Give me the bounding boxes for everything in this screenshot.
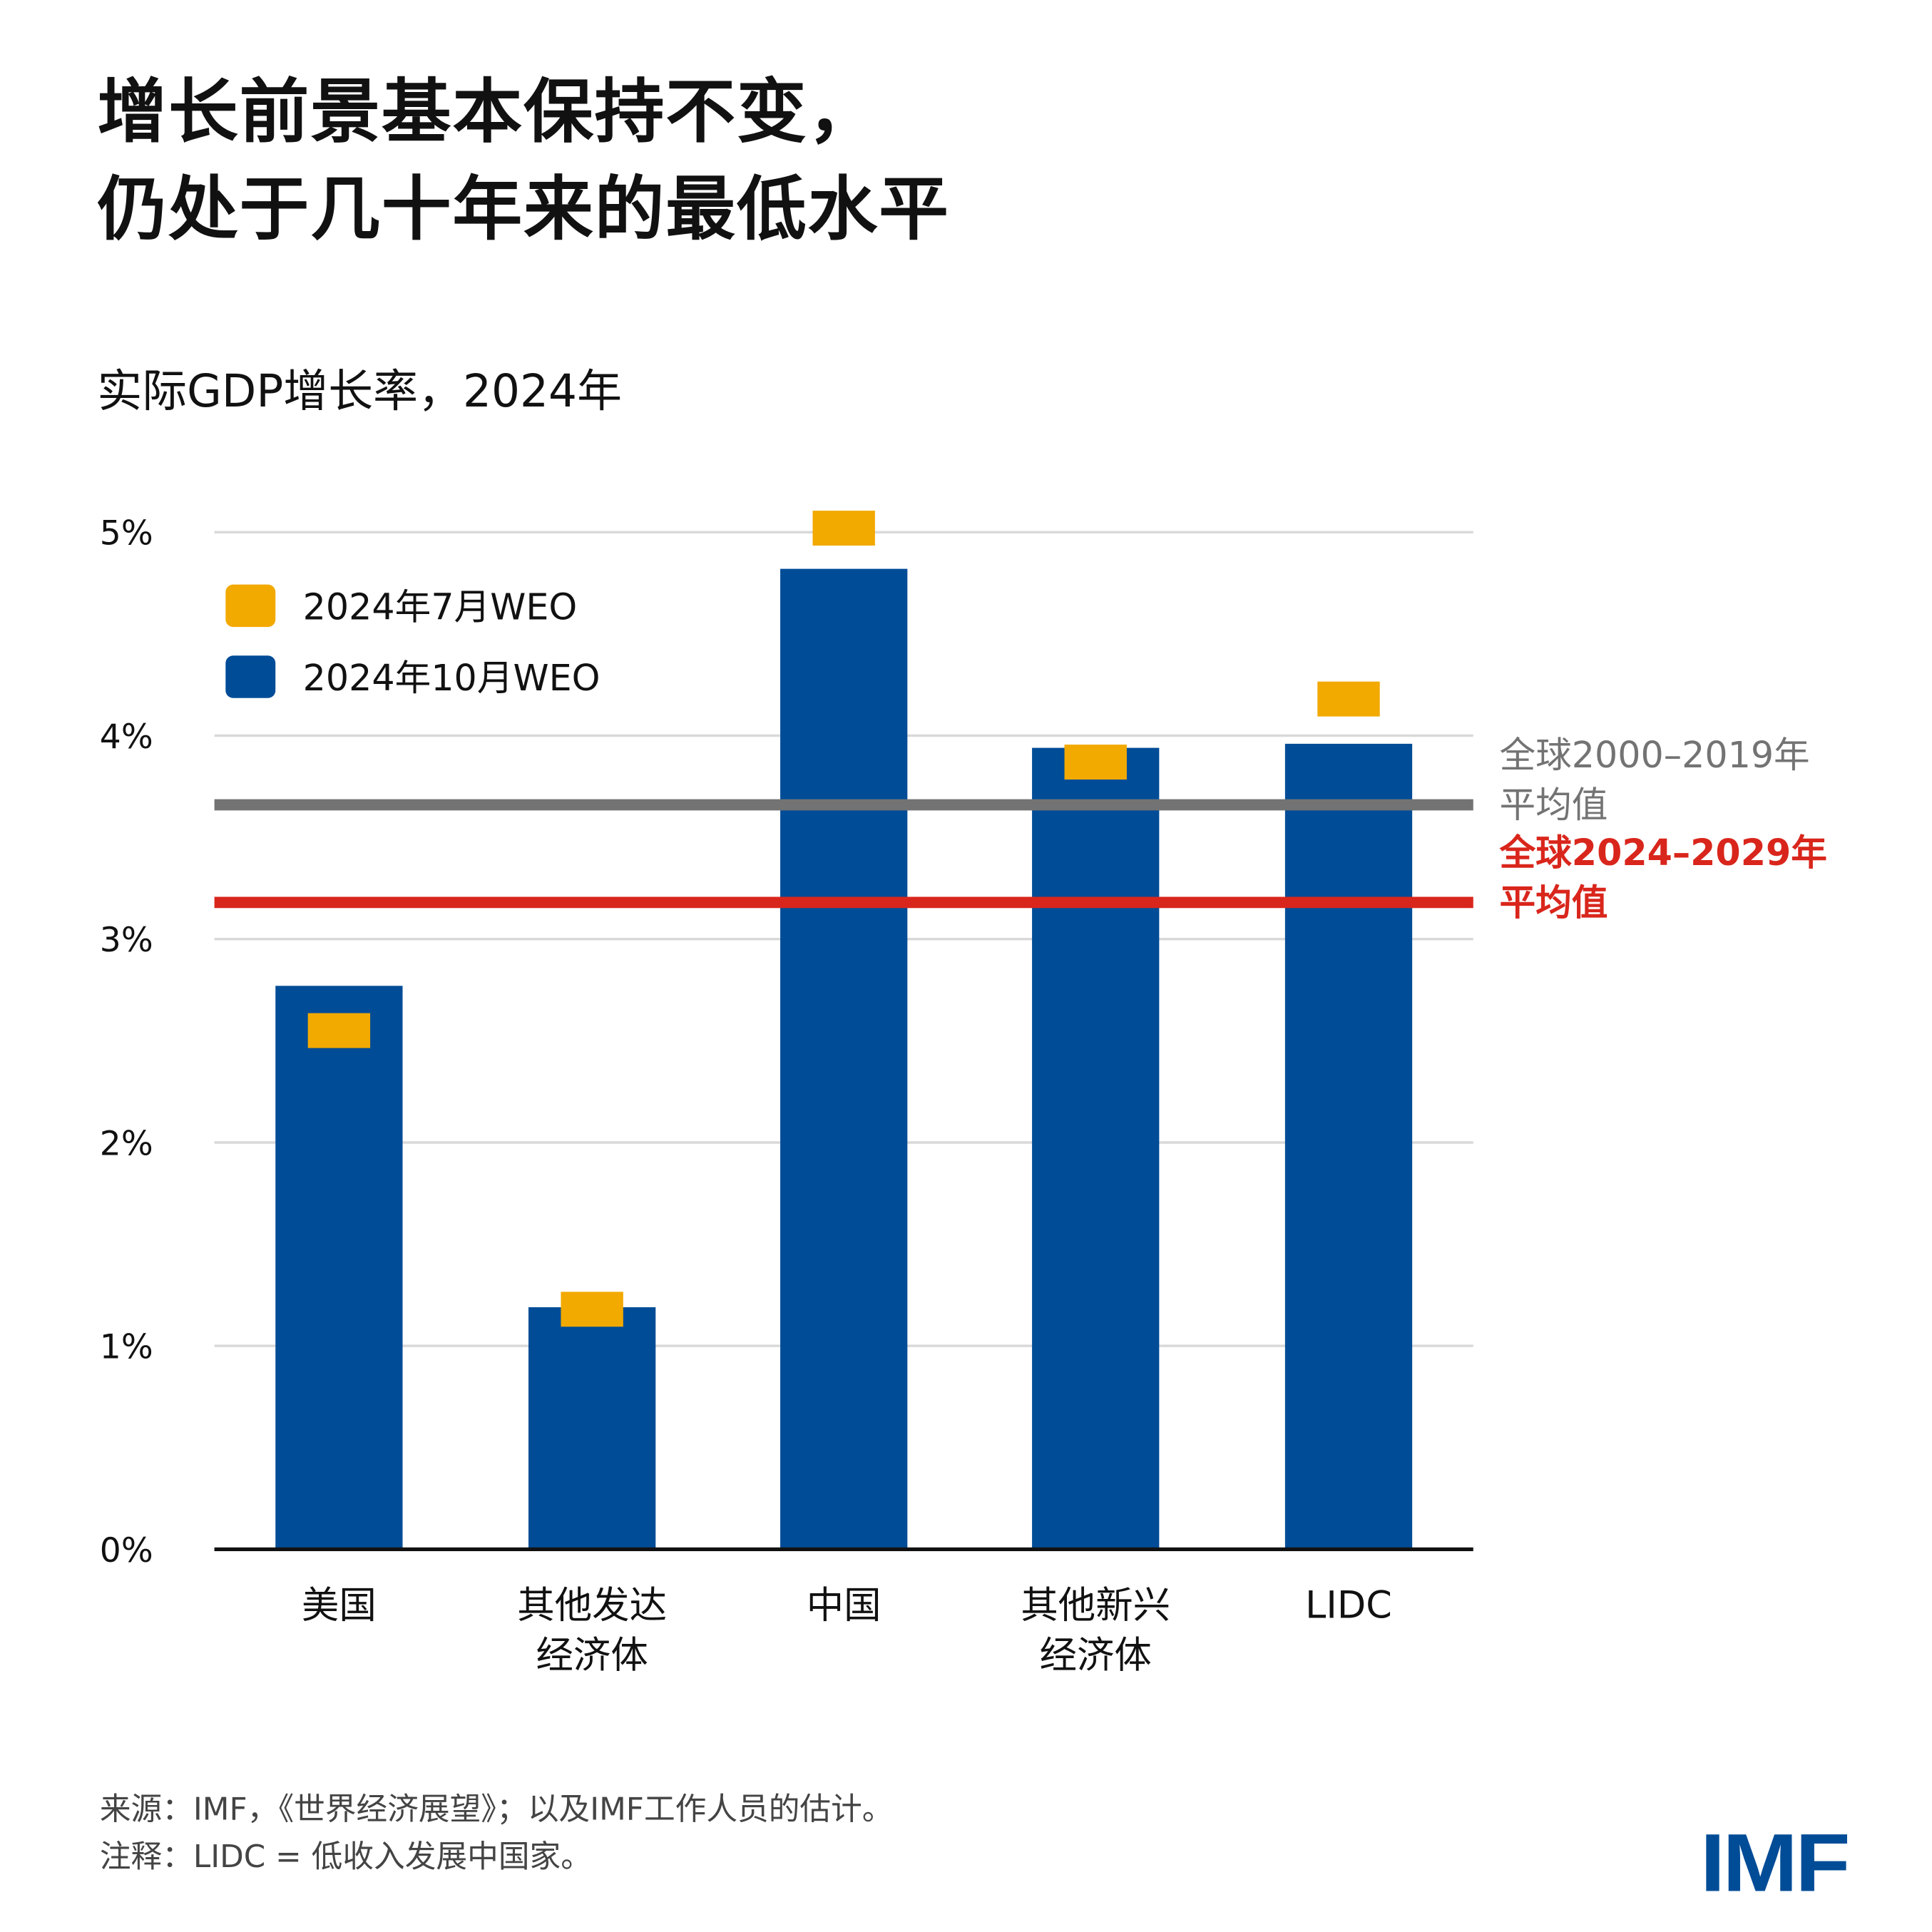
bar-oct-2024 bbox=[1284, 743, 1413, 1550]
x-tick-label: 其他新兴 bbox=[1021, 1584, 1170, 1627]
y-tick-label: 2% bbox=[100, 1124, 153, 1163]
y-tick-label: 5% bbox=[100, 514, 153, 553]
marker-jul-2024 bbox=[1064, 745, 1127, 780]
y-tick-label: 3% bbox=[100, 921, 153, 960]
reference-line-label: 平均值 bbox=[1499, 881, 1608, 924]
x-tick-label: 美国 bbox=[302, 1584, 377, 1627]
x-tick-label: 中国 bbox=[807, 1584, 881, 1627]
y-tick-label: 1% bbox=[100, 1328, 153, 1367]
reference-line-label: 平均值 bbox=[1499, 784, 1608, 826]
legend-label: 2024年7月WEO bbox=[303, 586, 578, 628]
bar-oct-2024 bbox=[780, 568, 908, 1550]
title-line-1: 增长前景基本保持不变， bbox=[97, 72, 879, 153]
x-tick-label: 其他发达 bbox=[517, 1584, 667, 1627]
footnote: 注释：LIDC = 低收入发展中国家。 bbox=[99, 1838, 592, 1875]
chart-title: 增长前景基本保持不变， 仍处于几十年来的最低水平 bbox=[97, 65, 949, 260]
bar-oct-2024 bbox=[1032, 747, 1160, 1550]
legend-swatch bbox=[225, 584, 276, 628]
reference-line-label: 全球2024–2029年 bbox=[1498, 832, 1826, 874]
bar-oct-2024 bbox=[275, 986, 403, 1550]
marker-jul-2024 bbox=[307, 1013, 371, 1048]
marker-jul-2024 bbox=[812, 511, 875, 546]
title-line-2: 仍处于几十年来的最低水平 bbox=[97, 169, 950, 251]
marker-jul-2024 bbox=[1317, 681, 1380, 717]
x-tick-label: LIDC bbox=[1305, 1584, 1392, 1627]
reference-line-label: 全球2000–2019年 bbox=[1499, 734, 1809, 776]
legend-label: 2024年10月WEO bbox=[303, 657, 600, 699]
x-tick-label: 经济体 bbox=[1040, 1633, 1152, 1677]
source-note: 来源：IMF，《世界经济展望》；以及IMF工作人员的估计。 bbox=[99, 1791, 894, 1828]
chart-subtitle: 实际GDP增长率，2024年 bbox=[97, 366, 623, 418]
y-tick-label: 0% bbox=[100, 1531, 153, 1570]
x-tick-label: 经济体 bbox=[536, 1633, 648, 1677]
imf-logo: IMF bbox=[1700, 1816, 1851, 1908]
bar-oct-2024 bbox=[528, 1307, 656, 1550]
marker-jul-2024 bbox=[561, 1292, 623, 1327]
y-tick-label: 4% bbox=[100, 717, 153, 757]
legend-swatch bbox=[225, 655, 276, 698]
